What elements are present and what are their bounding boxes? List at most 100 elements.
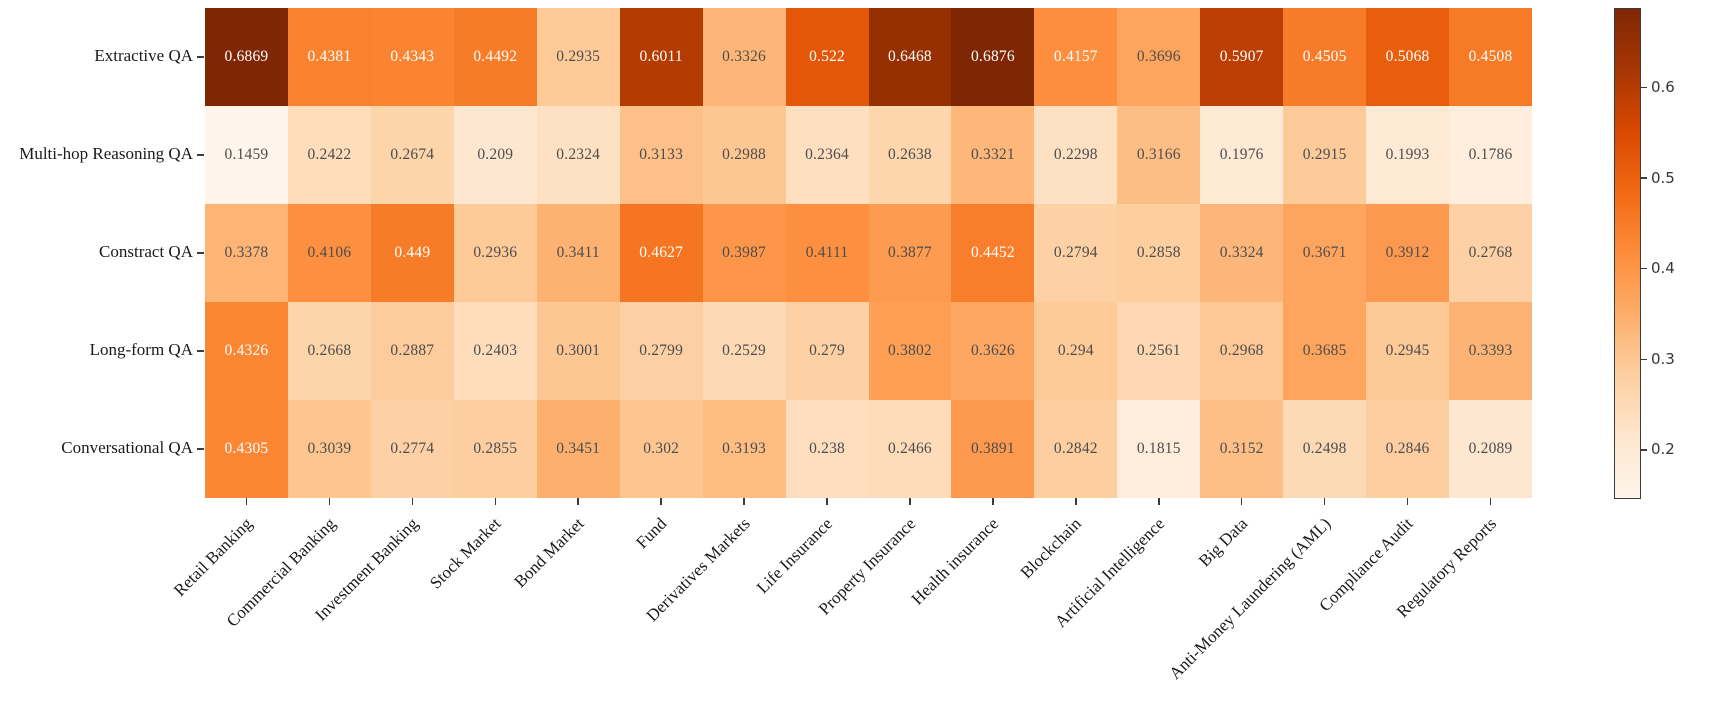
- x-axis-label: Stock Market: [426, 514, 505, 593]
- heatmap-cell: 0.2842: [1034, 400, 1118, 498]
- heatmap-cell: 0.2935: [536, 8, 620, 106]
- heatmap-cell: 0.4111: [785, 204, 869, 302]
- cell-value: 0.2794: [1053, 244, 1098, 261]
- cell-value: 0.6876: [970, 48, 1015, 65]
- colorbar-tick-label: 0.4: [1651, 259, 1675, 278]
- cell-value: 0.4505: [1302, 48, 1347, 65]
- cell-value: 0.6869: [224, 48, 269, 65]
- cell-value: 0.2887: [390, 342, 435, 359]
- x-axis-tick: [1323, 498, 1326, 505]
- cell-value: 0.2364: [805, 146, 849, 163]
- heatmap-cell: 0.2638: [868, 106, 952, 204]
- x-axis-label: Retail Banking: [170, 514, 256, 600]
- cell-value: 0.3891: [970, 440, 1015, 457]
- cell-value: 0.3321: [970, 146, 1015, 163]
- cell-value: 0.4326: [224, 342, 269, 359]
- heatmap-cell: 0.3671: [1283, 204, 1367, 302]
- cell-value: 0.4111: [805, 244, 849, 261]
- x-axis-label: Blockchain: [1017, 514, 1086, 583]
- heatmap-cell: 0.4492: [453, 8, 537, 106]
- cell-value: 0.3987: [722, 244, 766, 261]
- cell-value: 0.3685: [1302, 342, 1347, 359]
- heatmap-cell: 0.2988: [702, 106, 786, 204]
- heatmap-cell: 0.2466: [868, 400, 952, 498]
- heatmap-cell: 0.2529: [702, 302, 786, 400]
- heatmap-cell: 0.3685: [1283, 302, 1367, 400]
- heatmap-cell: 0.3411: [536, 204, 620, 302]
- cell-value: 0.279: [809, 342, 845, 359]
- y-axis-tick: [197, 154, 204, 156]
- cell-value: 0.2968: [1219, 342, 1264, 359]
- cell-value: 0.3877: [888, 244, 932, 261]
- heatmap-cell: 0.5907: [1200, 8, 1284, 106]
- heatmap-cell: 0.238: [785, 400, 869, 498]
- heatmap-cell: 0.6869: [205, 8, 288, 106]
- cell-value: 0.238: [809, 440, 845, 457]
- heatmap-cell: 0.3133: [619, 106, 703, 204]
- heatmap-cell: 0.5068: [1366, 8, 1450, 106]
- cell-value: 0.1459: [224, 146, 269, 163]
- x-axis-tick: [826, 498, 828, 505]
- heatmap-cell: 0.2498: [1283, 400, 1367, 498]
- heatmap-cell: 0.2968: [1200, 302, 1284, 400]
- cell-value: 0.2089: [1468, 440, 1513, 457]
- cell-value: 0.2842: [1053, 440, 1098, 457]
- cell-value: 0.3001: [556, 342, 601, 359]
- cell-value: 0.294: [1057, 342, 1094, 359]
- heatmap-cell: 0.3877: [868, 204, 952, 302]
- cell-value: 0.2529: [722, 342, 766, 359]
- heatmap-cell: 0.2422: [287, 106, 371, 204]
- x-axis-label: Bond Market: [510, 514, 588, 592]
- cell-value: 0.1976: [1219, 146, 1264, 163]
- x-axis-tick: [992, 498, 994, 505]
- heatmap-cell: 0.2089: [1449, 400, 1532, 498]
- colorbar-tick: [1641, 177, 1647, 179]
- cell-value: 0.2422: [307, 146, 352, 163]
- heatmap-cell: 0.1976: [1200, 106, 1284, 204]
- cell-value: 0.5068: [1385, 48, 1430, 65]
- heatmap-cell: 0.6011: [619, 8, 703, 106]
- x-axis-tick: [494, 498, 497, 505]
- heatmap-cell: 0.2858: [1117, 204, 1201, 302]
- cell-value: 0.4452: [970, 244, 1015, 261]
- cell-value: 0.302: [643, 440, 680, 457]
- cell-value: 0.2668: [307, 342, 352, 359]
- heatmap-cell: 0.2768: [1449, 204, 1532, 302]
- cell-value: 0.1993: [1385, 146, 1430, 163]
- heatmap-cell: 0.6876: [951, 8, 1035, 106]
- heatmap-cell: 0.4305: [205, 400, 288, 498]
- cell-value: 0.3039: [307, 440, 352, 457]
- cell-value: 0.2324: [556, 146, 601, 163]
- x-axis-tick: [411, 498, 414, 505]
- cell-value: 0.2936: [473, 244, 518, 261]
- cell-value: 0.209: [477, 146, 514, 163]
- x-axis-label: Health insurance: [907, 514, 1003, 609]
- cell-value: 0.2858: [1136, 244, 1181, 261]
- cell-value: 0.3378: [224, 244, 269, 261]
- heatmap-cell: 0.3802: [868, 302, 952, 400]
- heatmap-cell: 0.1786: [1449, 106, 1532, 204]
- cell-value: 0.4157: [1053, 48, 1098, 65]
- heatmap-cell: 0.279: [785, 302, 869, 400]
- heatmap-cell: 0.302: [619, 400, 703, 498]
- heatmap-cell: 0.3912: [1366, 204, 1450, 302]
- cell-value: 0.4106: [307, 244, 352, 261]
- heatmap-cell: 0.3001: [536, 302, 620, 400]
- heatmap-cell: 0.209: [453, 106, 537, 204]
- x-axis-tick: [245, 498, 248, 505]
- colorbar-tick-label: 0.3: [1651, 349, 1675, 368]
- colorbar: [1614, 8, 1641, 499]
- y-axis-label: Conversational QA: [61, 438, 193, 457]
- colorbar-tick: [1641, 358, 1647, 361]
- y-axis-label: Multi-hop Reasoning QA: [19, 144, 193, 163]
- heatmap-cell: 0.3166: [1117, 106, 1201, 204]
- y-axis-label: Extractive QA: [94, 46, 193, 65]
- cell-value: 0.4381: [307, 48, 352, 65]
- heatmap-cell: 0.2887: [370, 302, 454, 400]
- cell-value: 0.3326: [722, 48, 766, 65]
- cell-value: 0.3671: [1302, 244, 1347, 261]
- heatmap-cell: 0.2668: [287, 302, 371, 400]
- cell-value: 0.4343: [390, 48, 435, 65]
- y-axis-label: Constract QA: [99, 242, 193, 261]
- heatmap-cell: 0.2945: [1366, 302, 1450, 400]
